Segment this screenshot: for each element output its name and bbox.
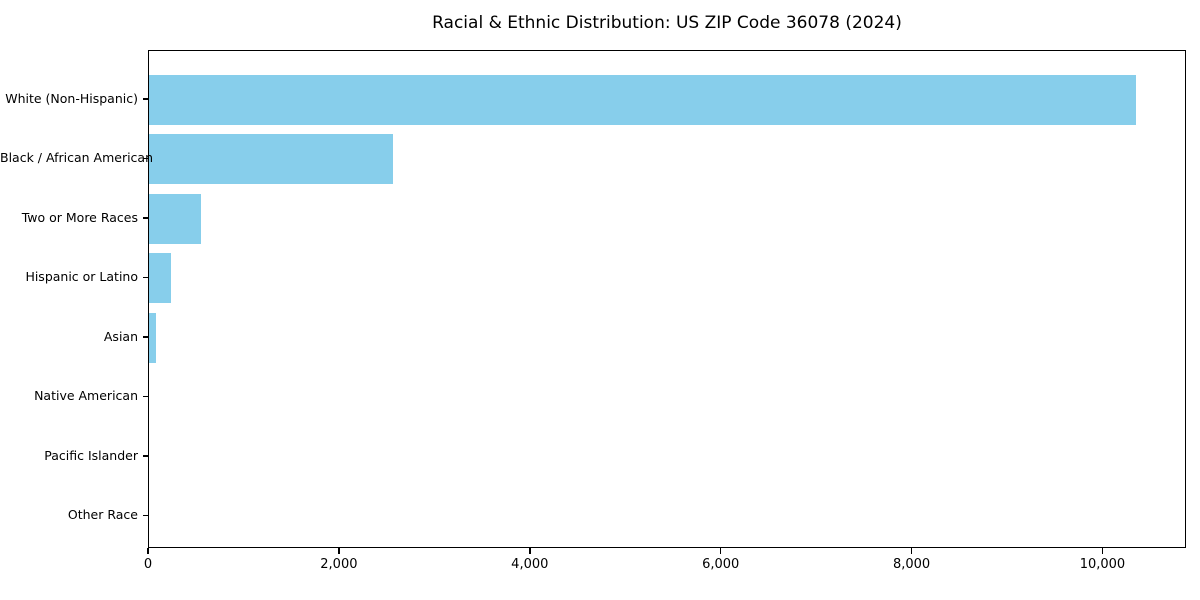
y-tick-label: Hispanic or Latino <box>25 269 138 285</box>
y-tick-label: Black / African American <box>0 150 154 166</box>
x-tick-mark <box>147 548 149 554</box>
y-tick-mark <box>143 514 148 516</box>
x-tick-mark <box>910 548 913 554</box>
x-tick-mark <box>719 548 722 554</box>
bars-container <box>149 51 1185 547</box>
bar <box>149 134 393 185</box>
y-tick-mark <box>143 157 148 159</box>
bar <box>149 193 201 244</box>
y-tick-mark <box>143 336 148 338</box>
x-tick-label: 8,000 <box>892 557 931 572</box>
y-tick-mark <box>143 217 148 219</box>
y-tick-mark <box>143 98 148 100</box>
y-tick-label: White (Non-Hispanic) <box>5 90 138 106</box>
y-tick-label: Two or More Races <box>21 209 138 225</box>
x-tick-label: 6,000 <box>702 557 740 572</box>
y-tick-mark <box>143 455 148 457</box>
chart-title: Racial & Ethnic Distribution: US ZIP Cod… <box>432 13 902 33</box>
bar <box>149 74 1136 125</box>
y-tick-label: Other Race <box>67 507 138 523</box>
x-tick-label: 4,000 <box>511 557 549 572</box>
y-tick-label: Asian <box>103 328 138 344</box>
x-tick-label: 10,000 <box>1079 557 1126 572</box>
bar <box>149 312 156 363</box>
x-tick-label: 2,000 <box>320 557 358 572</box>
x-tick-label: 0 <box>143 557 153 572</box>
y-tick-label: Pacific Islander <box>44 447 138 463</box>
bar <box>149 253 171 304</box>
y-tick-label: Native American <box>34 388 138 404</box>
plot-area <box>148 50 1186 548</box>
x-tick-mark <box>1101 548 1104 554</box>
y-tick-mark <box>143 395 148 397</box>
x-tick-mark <box>338 548 340 554</box>
y-tick-mark <box>143 276 148 278</box>
x-tick-mark <box>529 548 531 554</box>
